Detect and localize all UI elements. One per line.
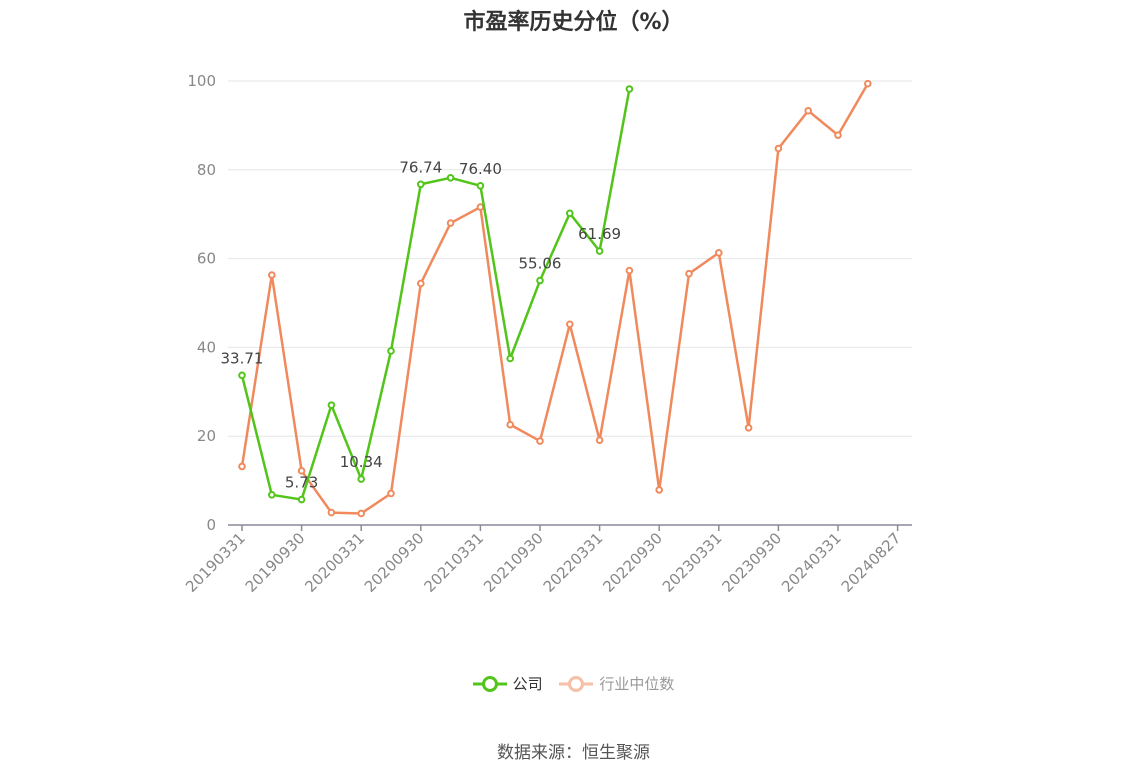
industry-median-data-point[interactable] xyxy=(327,508,336,517)
data-label: 76.74 xyxy=(399,158,442,176)
data-label: 55.06 xyxy=(519,255,562,273)
company-data-point[interactable] xyxy=(536,276,544,285)
y-tick-label: 100 xyxy=(187,72,216,90)
industry-median-data-point[interactable] xyxy=(417,279,425,288)
chart-title: 市盈率历史分位（%） xyxy=(463,10,684,35)
x-tick-label: 20210930 xyxy=(480,529,547,596)
company-data-point[interactable] xyxy=(238,371,246,380)
data-label: 33.71 xyxy=(221,349,264,367)
industry-median-data-point[interactable] xyxy=(864,79,872,88)
industry-median-data-point[interactable] xyxy=(297,467,306,475)
company-data-point[interactable] xyxy=(417,180,425,189)
x-tick-label: 20240827 xyxy=(838,529,905,596)
y-tick-label: 80 xyxy=(197,161,216,179)
x-tick-label: 20220930 xyxy=(599,529,666,596)
industry-median-data-point[interactable] xyxy=(238,462,246,471)
data-label: 61.69 xyxy=(578,225,621,243)
industry-median-data-point[interactable] xyxy=(446,219,455,227)
company-data-point[interactable] xyxy=(566,209,574,218)
legend-company-marker-icon xyxy=(472,675,507,692)
industry-median-data-point[interactable] xyxy=(655,486,664,494)
industry-median-data-point[interactable] xyxy=(774,144,783,153)
company-data-point[interactable] xyxy=(268,491,276,499)
industry-median-data-point[interactable] xyxy=(566,320,574,329)
industry-median-data-point[interactable] xyxy=(476,203,485,211)
industry-median-data-point[interactable] xyxy=(387,489,395,498)
legend-industry-marker-icon xyxy=(559,675,594,692)
industry-median-data-point[interactable] xyxy=(834,131,842,139)
company-data-point[interactable] xyxy=(297,495,306,504)
data-source-note: 数据来源：恒生聚源 xyxy=(497,743,650,763)
industry-median-data-point[interactable] xyxy=(357,509,366,518)
x-tick-label: 20240331 xyxy=(778,529,845,596)
company-series-line xyxy=(240,88,631,501)
data-label: 5.73 xyxy=(285,474,318,492)
industry-median-data-point[interactable] xyxy=(804,106,813,115)
company-data-point[interactable] xyxy=(446,173,455,182)
x-tick-label: 20190331 xyxy=(182,529,249,596)
industry-median-data-point[interactable] xyxy=(506,420,515,429)
x-tick-label: 20200331 xyxy=(301,529,368,596)
industry-median-data-point[interactable] xyxy=(595,436,604,444)
legend-label-company: 公司 xyxy=(512,675,543,693)
legend-item-company[interactable]: 公司 xyxy=(472,673,543,694)
data-labels: 33.71 5.73 10.34 76.74 76.40 55.06 61.69 xyxy=(221,158,622,491)
industry-median-data-point[interactable] xyxy=(685,269,693,278)
x-tick-label: 20220331 xyxy=(540,529,607,596)
industry-median-series-line xyxy=(240,83,869,515)
x-tick-label: 20200930 xyxy=(361,529,428,596)
x-tick-label: 20190930 xyxy=(242,529,309,596)
industry-median-data-point[interactable] xyxy=(744,423,753,432)
company-data-point[interactable] xyxy=(506,354,515,363)
grid-lines xyxy=(228,80,912,437)
company-data-point[interactable] xyxy=(357,475,366,483)
y-tick-label: 40 xyxy=(197,338,216,356)
industry-median-data-point[interactable] xyxy=(625,266,634,275)
company-data-point[interactable] xyxy=(625,85,634,93)
axes: 0 20 40 60 80 100 2019033120190930202003312020… xyxy=(182,72,912,596)
y-tick-label: 20 xyxy=(197,427,216,445)
x-tick-label: 20210331 xyxy=(421,529,488,596)
legend-item-industry-median[interactable]: 行业中位数 xyxy=(559,673,674,694)
company-data-point[interactable] xyxy=(595,247,604,255)
x-tick-label: 20230331 xyxy=(659,529,726,596)
company-data-point[interactable] xyxy=(327,401,336,409)
data-label: 10.34 xyxy=(340,453,383,471)
x-tick-label: 20230930 xyxy=(719,529,786,596)
company-data-point[interactable] xyxy=(476,181,485,190)
industry-median-data-point[interactable] xyxy=(536,437,544,445)
legend: 公司 行业中位数 xyxy=(0,673,1147,694)
y-tick-label: 60 xyxy=(197,250,216,268)
company-data-point[interactable] xyxy=(387,347,395,355)
industry-median-data-point[interactable] xyxy=(268,271,276,279)
data-label: 76.40 xyxy=(459,160,502,178)
series-lines xyxy=(238,79,872,518)
legend-label-industry-median: 行业中位数 xyxy=(599,675,675,693)
y-tick-label: 0 xyxy=(206,516,216,534)
industry-median-data-point[interactable] xyxy=(715,249,723,257)
